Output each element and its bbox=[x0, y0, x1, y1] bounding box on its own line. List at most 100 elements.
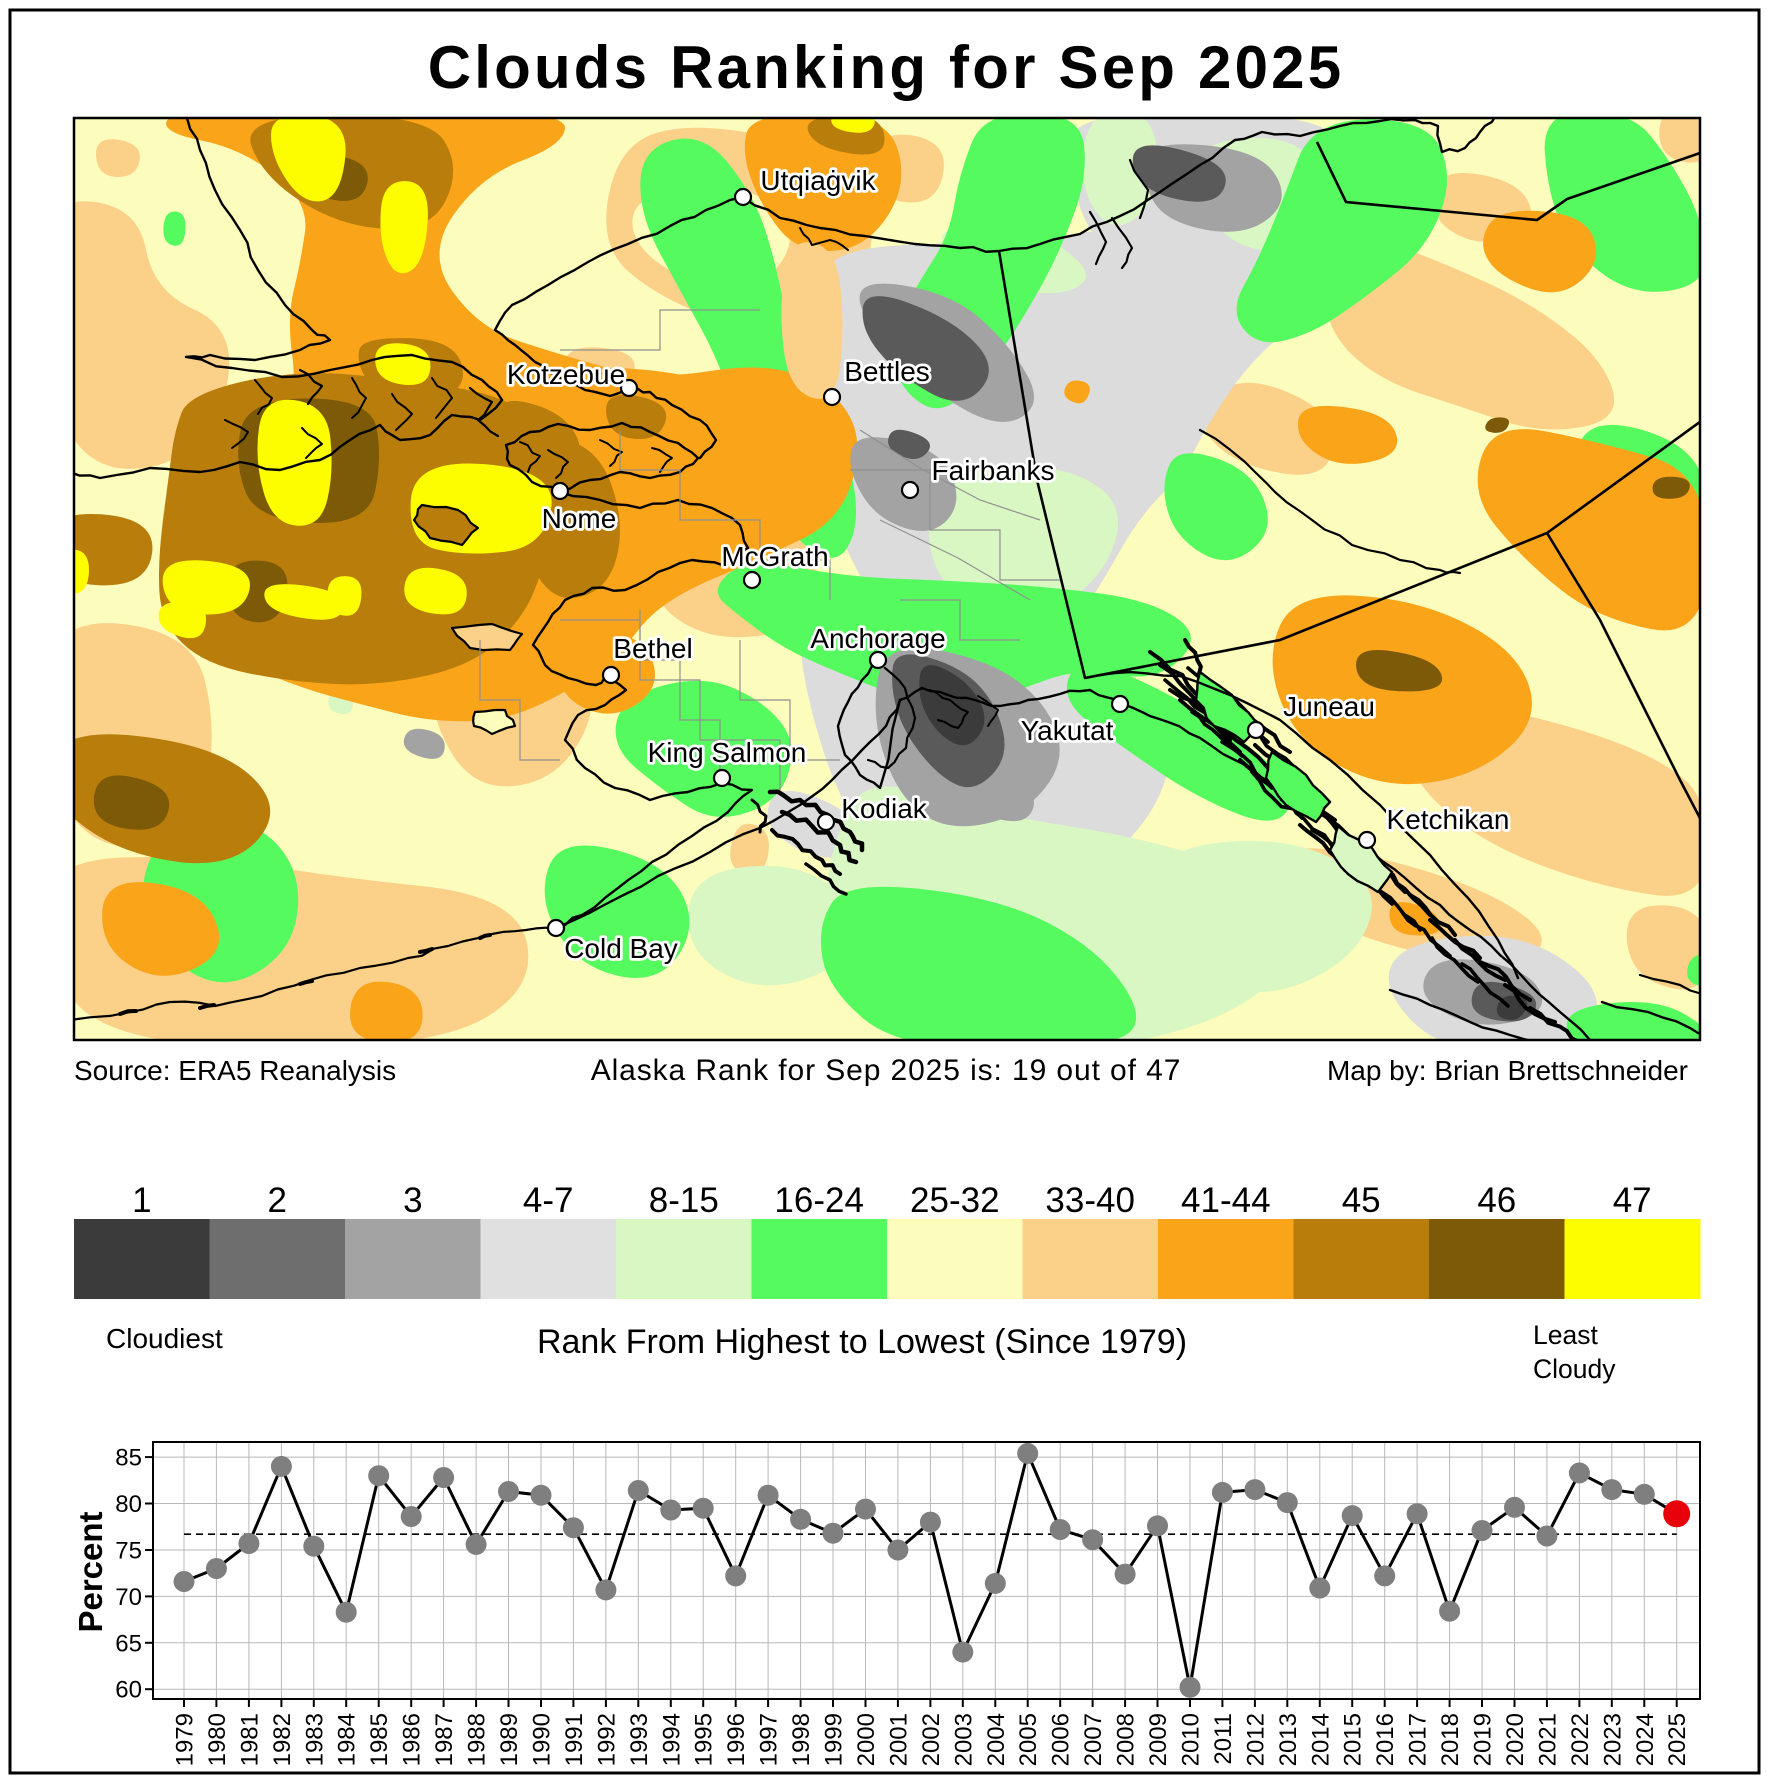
svg-text:1992: 1992 bbox=[593, 1713, 620, 1766]
svg-text:2016: 2016 bbox=[1372, 1713, 1399, 1766]
svg-text:2021: 2021 bbox=[1534, 1713, 1561, 1766]
svg-text:1982: 1982 bbox=[269, 1713, 296, 1766]
svg-text:2011: 2011 bbox=[1210, 1713, 1237, 1765]
svg-text:8-15: 8-15 bbox=[649, 1181, 719, 1220]
svg-text:Nome: Nome bbox=[542, 503, 617, 534]
svg-text:Anchorage: Anchorage bbox=[810, 623, 945, 654]
svg-text:85: 85 bbox=[115, 1445, 142, 1472]
svg-text:1984: 1984 bbox=[334, 1713, 361, 1766]
svg-text:1997: 1997 bbox=[756, 1713, 783, 1766]
svg-text:47: 47 bbox=[1613, 1181, 1652, 1220]
svg-text:Kodiak: Kodiak bbox=[841, 793, 928, 824]
svg-text:King Salmon: King Salmon bbox=[648, 737, 807, 768]
svg-text:Yakutat: Yakutat bbox=[1021, 715, 1114, 746]
svg-text:2007: 2007 bbox=[1080, 1713, 1107, 1766]
svg-text:2001: 2001 bbox=[885, 1713, 912, 1766]
svg-text:1985: 1985 bbox=[366, 1713, 393, 1766]
svg-text:1990: 1990 bbox=[529, 1713, 556, 1766]
svg-text:2009: 2009 bbox=[1145, 1713, 1172, 1766]
svg-text:Source: ERA5 Reanalysis: Source: ERA5 Reanalysis bbox=[74, 1055, 396, 1086]
svg-text:Nome: Nome bbox=[542, 503, 617, 534]
svg-text:Ketchikan: Ketchikan bbox=[1387, 804, 1510, 835]
svg-text:1983: 1983 bbox=[301, 1713, 328, 1766]
svg-text:Anchorage: Anchorage bbox=[810, 623, 945, 654]
svg-text:1996: 1996 bbox=[723, 1713, 750, 1766]
svg-text:33-40: 33-40 bbox=[1045, 1181, 1135, 1220]
svg-text:Clouds Ranking for Sep 2025: Clouds Ranking for Sep 2025 bbox=[428, 34, 1345, 101]
svg-text:2015: 2015 bbox=[1340, 1713, 1367, 1766]
svg-text:1991: 1991 bbox=[561, 1713, 588, 1766]
svg-text:1981: 1981 bbox=[236, 1713, 263, 1766]
svg-text:16-24: 16-24 bbox=[774, 1181, 864, 1220]
svg-text:1995: 1995 bbox=[691, 1713, 718, 1766]
svg-text:Bettles: Bettles bbox=[844, 356, 930, 387]
svg-text:Percent: Percent bbox=[72, 1511, 109, 1632]
svg-text:2000: 2000 bbox=[853, 1713, 880, 1766]
svg-text:2008: 2008 bbox=[1113, 1713, 1140, 1766]
svg-text:60: 60 bbox=[115, 1677, 142, 1704]
svg-text:80: 80 bbox=[115, 1491, 142, 1518]
svg-text:McGrath: McGrath bbox=[721, 541, 828, 572]
svg-text:Fairbanks: Fairbanks bbox=[932, 455, 1055, 486]
svg-text:45: 45 bbox=[1342, 1181, 1381, 1220]
svg-text:2010: 2010 bbox=[1178, 1713, 1205, 1766]
svg-text:Utqiaġvik: Utqiaġvik bbox=[760, 165, 876, 196]
svg-text:2022: 2022 bbox=[1567, 1713, 1594, 1766]
svg-text:2017: 2017 bbox=[1405, 1713, 1432, 1766]
svg-text:Fairbanks: Fairbanks bbox=[932, 455, 1055, 486]
svg-text:1987: 1987 bbox=[431, 1713, 458, 1766]
svg-text:King Salmon: King Salmon bbox=[648, 737, 807, 768]
svg-text:2024: 2024 bbox=[1632, 1713, 1659, 1766]
svg-text:Juneau: Juneau bbox=[1283, 691, 1375, 722]
svg-text:Ketchikan: Ketchikan bbox=[1387, 804, 1510, 835]
svg-text:Kodiak: Kodiak bbox=[841, 793, 928, 824]
svg-text:Utqiaġvik: Utqiaġvik bbox=[760, 165, 876, 196]
svg-text:2004: 2004 bbox=[983, 1713, 1010, 1766]
svg-text:Map by: Brian Brettschneider: Map by: Brian Brettschneider bbox=[1327, 1055, 1688, 1086]
svg-text:Alaska Rank for Sep 2025 is: 1: Alaska Rank for Sep 2025 is: 19 out of 4… bbox=[591, 1054, 1182, 1087]
svg-text:Juneau: Juneau bbox=[1283, 691, 1375, 722]
svg-text:1979: 1979 bbox=[172, 1713, 199, 1766]
svg-text:Cold Bay: Cold Bay bbox=[564, 933, 678, 964]
svg-text:2: 2 bbox=[267, 1181, 286, 1220]
svg-text:1998: 1998 bbox=[788, 1713, 815, 1766]
svg-text:1980: 1980 bbox=[204, 1713, 231, 1766]
svg-text:Cloudy: Cloudy bbox=[1533, 1354, 1616, 1384]
svg-text:65: 65 bbox=[115, 1630, 142, 1657]
svg-text:2002: 2002 bbox=[918, 1713, 945, 1766]
svg-text:Rank From Highest to Lowest (S: Rank From Highest to Lowest (Since 1979) bbox=[537, 1323, 1187, 1361]
svg-text:1989: 1989 bbox=[496, 1713, 523, 1766]
svg-text:1988: 1988 bbox=[464, 1713, 491, 1766]
svg-text:2020: 2020 bbox=[1502, 1713, 1529, 1766]
svg-text:2025: 2025 bbox=[1664, 1713, 1691, 1766]
svg-text:4-7: 4-7 bbox=[523, 1181, 574, 1220]
svg-text:Kotzebue: Kotzebue bbox=[507, 359, 625, 390]
svg-text:2018: 2018 bbox=[1437, 1713, 1464, 1766]
svg-text:25-32: 25-32 bbox=[910, 1181, 1000, 1220]
svg-text:Bethel: Bethel bbox=[613, 633, 692, 664]
svg-text:46: 46 bbox=[1477, 1181, 1516, 1220]
svg-text:Cloudiest: Cloudiest bbox=[106, 1323, 223, 1354]
svg-text:McGrath: McGrath bbox=[721, 541, 828, 572]
svg-text:1986: 1986 bbox=[399, 1713, 426, 1766]
svg-text:2023: 2023 bbox=[1599, 1713, 1626, 1766]
svg-text:2012: 2012 bbox=[1242, 1713, 1269, 1766]
svg-text:Bettles: Bettles bbox=[844, 356, 930, 387]
svg-text:1993: 1993 bbox=[626, 1713, 653, 1766]
svg-text:75: 75 bbox=[115, 1538, 142, 1565]
svg-text:41-44: 41-44 bbox=[1181, 1181, 1271, 1220]
svg-text:3: 3 bbox=[403, 1181, 422, 1220]
svg-text:2003: 2003 bbox=[950, 1713, 977, 1766]
svg-text:Yakutat: Yakutat bbox=[1021, 715, 1114, 746]
svg-text:2006: 2006 bbox=[1048, 1713, 1075, 1766]
svg-text:1999: 1999 bbox=[821, 1713, 848, 1766]
svg-text:Kotzebue: Kotzebue bbox=[507, 359, 625, 390]
svg-text:2013: 2013 bbox=[1275, 1713, 1302, 1766]
svg-text:Cold Bay: Cold Bay bbox=[564, 933, 678, 964]
svg-text:1: 1 bbox=[132, 1181, 151, 1220]
svg-text:Least: Least bbox=[1533, 1320, 1598, 1350]
svg-text:2019: 2019 bbox=[1470, 1713, 1497, 1766]
svg-text:1994: 1994 bbox=[658, 1713, 685, 1766]
svg-text:2005: 2005 bbox=[1015, 1713, 1042, 1766]
svg-text:70: 70 bbox=[115, 1584, 142, 1611]
